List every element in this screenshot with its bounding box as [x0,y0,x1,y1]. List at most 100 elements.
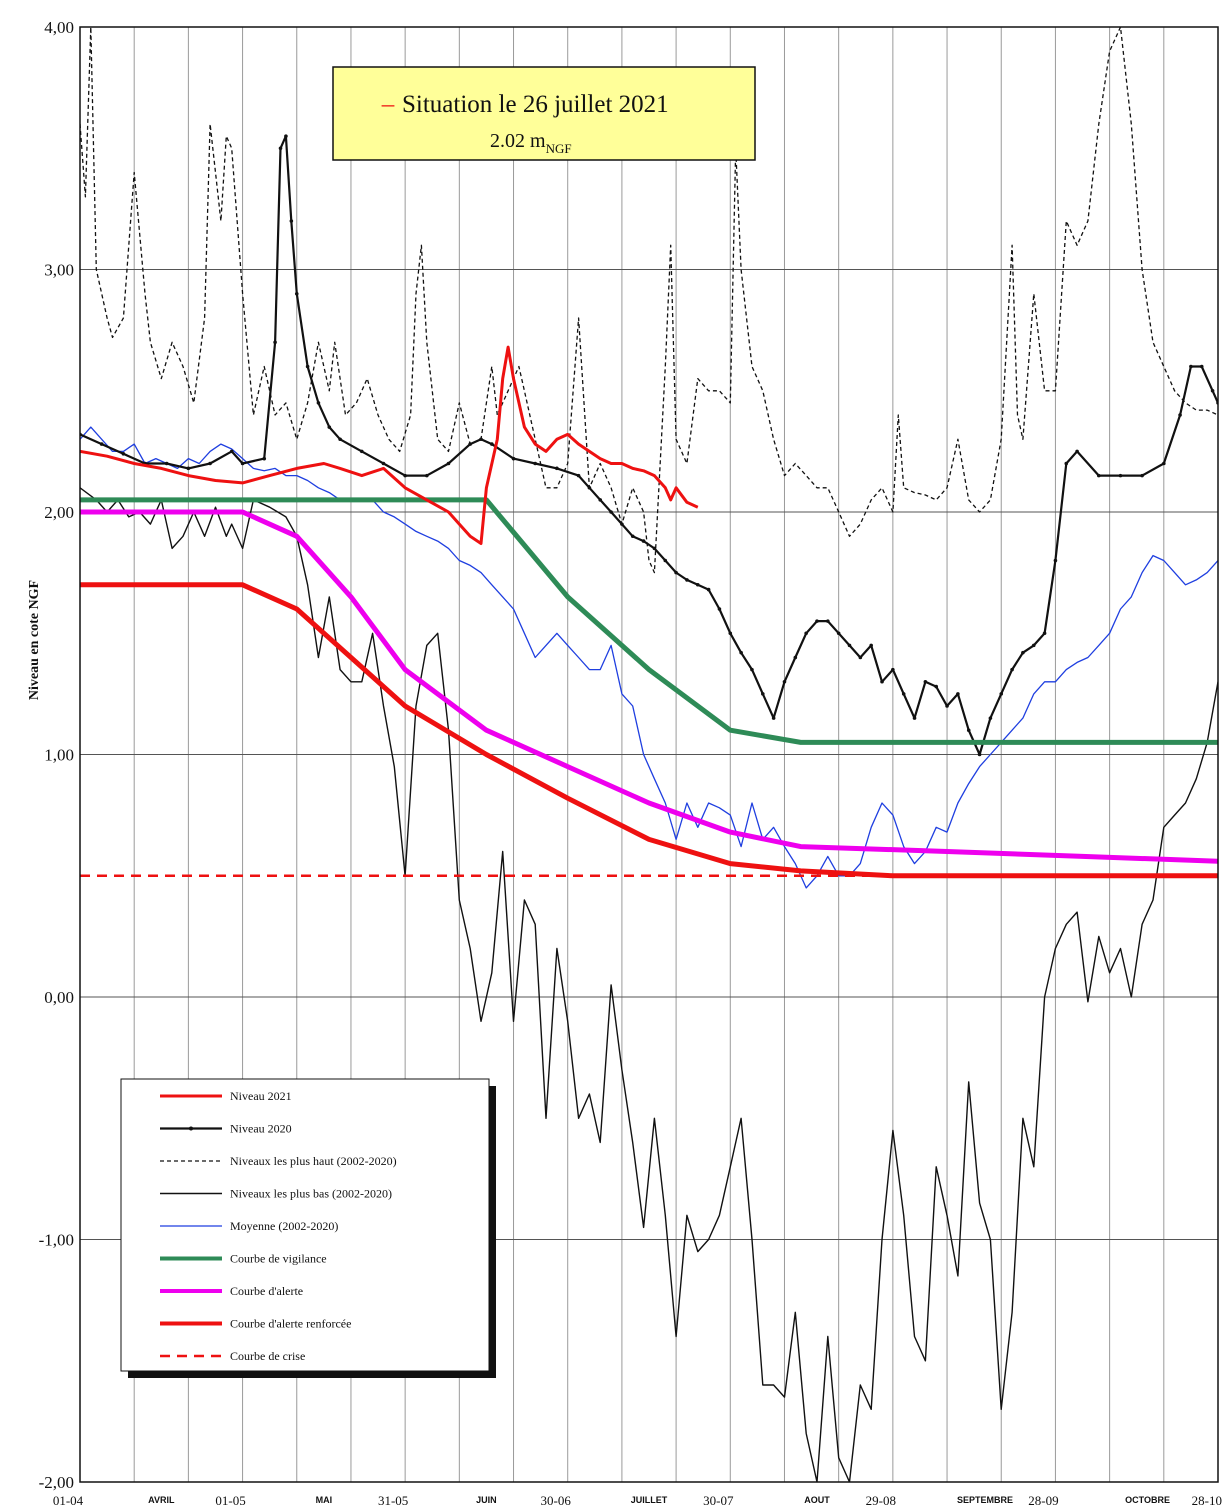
x-date-label: 01-05 [215,1493,245,1508]
series-point-niveau_2020 [728,631,733,636]
x-month-label: JUILLET [631,1495,668,1505]
series-point-niveau_2020 [338,437,342,442]
series-point-niveau_2020 [771,716,776,720]
series-point-niveau_2020 [1118,473,1123,478]
series-point-niveau_2020 [945,704,949,708]
x-month-label: SEPTEMBRE [957,1495,1013,1505]
x-date-label: 28-09 [1028,1493,1058,1508]
series-point-niveau_2020 [305,364,310,369]
series-point-niveau_2020 [208,461,212,466]
series-point-niveau_2020 [793,655,798,660]
series-point-niveau_2020 [880,679,884,684]
y-tick-label: -1,00 [39,1231,74,1250]
series-point-niveau_2020 [663,558,668,563]
series-line-alerte [80,509,1218,864]
series-point-niveau_2020 [598,498,603,502]
annotation-value-unit: NGF [546,141,572,156]
series-line-niveau_2020 [80,135,1218,756]
series-point-niveau_2020 [164,461,169,466]
series-layer [80,27,1218,1482]
x-month-label: AVRIL [148,1495,175,1505]
series-point-niveau_2020 [99,442,104,446]
legend-label-plus_bas: Niveaux les plus bas (2002-2020) [230,1187,392,1201]
series-point-niveau_2020 [1021,650,1025,655]
series-point-niveau_2020 [988,716,993,720]
series-point-niveau_2020 [587,485,592,490]
grid [80,27,1218,1482]
legend-marker-niveau_2020 [189,1126,193,1131]
series-point-niveau_2020 [858,655,863,660]
y-tick-label: 0,00 [44,988,74,1007]
y-axis-label: Niveau en cote NGF [27,580,42,700]
legend-label-crise: Courbe de crise [230,1349,305,1363]
series-point-niveau_2020 [1189,364,1193,369]
series-point-niveau_2020 [901,692,906,696]
series-point-niveau_2020 [1031,643,1036,648]
series-line-alerte_renforcee [80,582,1218,879]
series-point-niveau_2020 [750,667,754,672]
series-point-niveau_2020 [284,134,288,138]
x-date-label: 30-06 [541,1493,572,1508]
series-point-niveau_2020 [891,667,895,672]
series-point-niveau_2020 [229,449,234,454]
series-point-niveau_2020 [316,401,321,405]
series-point-niveau_2020 [641,539,646,543]
series-point-niveau_2020 [327,425,332,429]
series-point-niveau_2020 [273,340,277,345]
series-point-niveau_2020 [1064,461,1069,466]
series-point-niveau_2020 [869,643,873,648]
y-axis-ticks: 4,00 3,00 2,00 1,00 0,00 -1,00 -2,00 [39,18,74,1492]
series-point-niveau_2020 [923,679,928,684]
series-point-niveau_2020 [999,692,1004,696]
series-point-niveau_2020 [956,692,960,696]
legend-label-alerte: Courbe d'alerte [230,1284,303,1298]
series-point-niveau_2020 [278,146,283,151]
x-date-label: 30-07 [703,1493,734,1508]
series-point-niveau_2020 [934,684,939,689]
series-line-moyenne [80,426,1218,889]
series-point-niveau_2020 [1042,631,1047,636]
series-point-niveau_2020 [511,456,516,461]
legend-items: Niveau 2021 Niveau 2020 Niveaux les plus h… [160,1089,397,1363]
series-point-niveau_2020 [630,534,635,539]
x-month-label: OCTOBRE [1125,1495,1170,1505]
series-point-niveau_2020 [695,582,700,587]
series-point-niveau_2020 [1210,388,1215,393]
series-point-niveau_2020 [685,578,689,582]
x-date-label: 29-08 [866,1493,896,1508]
x-month-label: MAI [316,1495,333,1505]
series-point-niveau_2020 [609,510,613,514]
series-point-niveau_2020 [652,546,657,551]
series-point-niveau_2020 [121,452,126,456]
x-month-label: AOUT [804,1495,830,1505]
series-point-niveau_2020 [739,650,743,655]
series-point-niveau_2020 [1096,473,1101,478]
y-tick-label: 3,00 [44,261,74,280]
x-axis-ticks: 01-04 01-05 31-05 30-06 30-07 29-08 28-09 28-10… [53,1493,1222,1508]
series-point-niveau_2020 [289,219,294,223]
series-point-niveau_2020 [815,619,819,623]
series-point-niveau_2020 [1178,413,1182,417]
series-point-niveau_2020 [533,461,537,466]
legend-label-plus_haut: Niveaux les plus haut (2002-2020) [230,1154,397,1168]
series-point-niveau_2020 [403,473,407,478]
series-point-niveau_2020 [1010,667,1014,672]
series-point-niveau_2020 [1075,449,1079,454]
annotation-marker: – [381,91,395,118]
series-line-plus_bas [80,487,1218,1482]
annotation-value: 2.02 mNGF [490,130,572,156]
series-point-niveau_2020 [804,631,808,636]
legend-label-vigilance: Courbe de vigilance [230,1252,327,1266]
series-point-niveau_2020 [490,442,494,446]
plot-frame [79,26,1219,1483]
series-point-niveau_2020 [555,466,559,471]
y-tick-label: -2,00 [39,1473,74,1492]
annotation-value-number: 2.02 m [490,130,546,152]
series-point-niveau_2020 [468,442,472,446]
series-point-niveau_2020 [576,473,581,478]
series-point-niveau_2020 [425,473,429,478]
series-point-niveau_2020 [912,716,917,720]
series-point-niveau_2020 [1199,364,1204,369]
series-point-niveau_2020 [1162,461,1166,466]
